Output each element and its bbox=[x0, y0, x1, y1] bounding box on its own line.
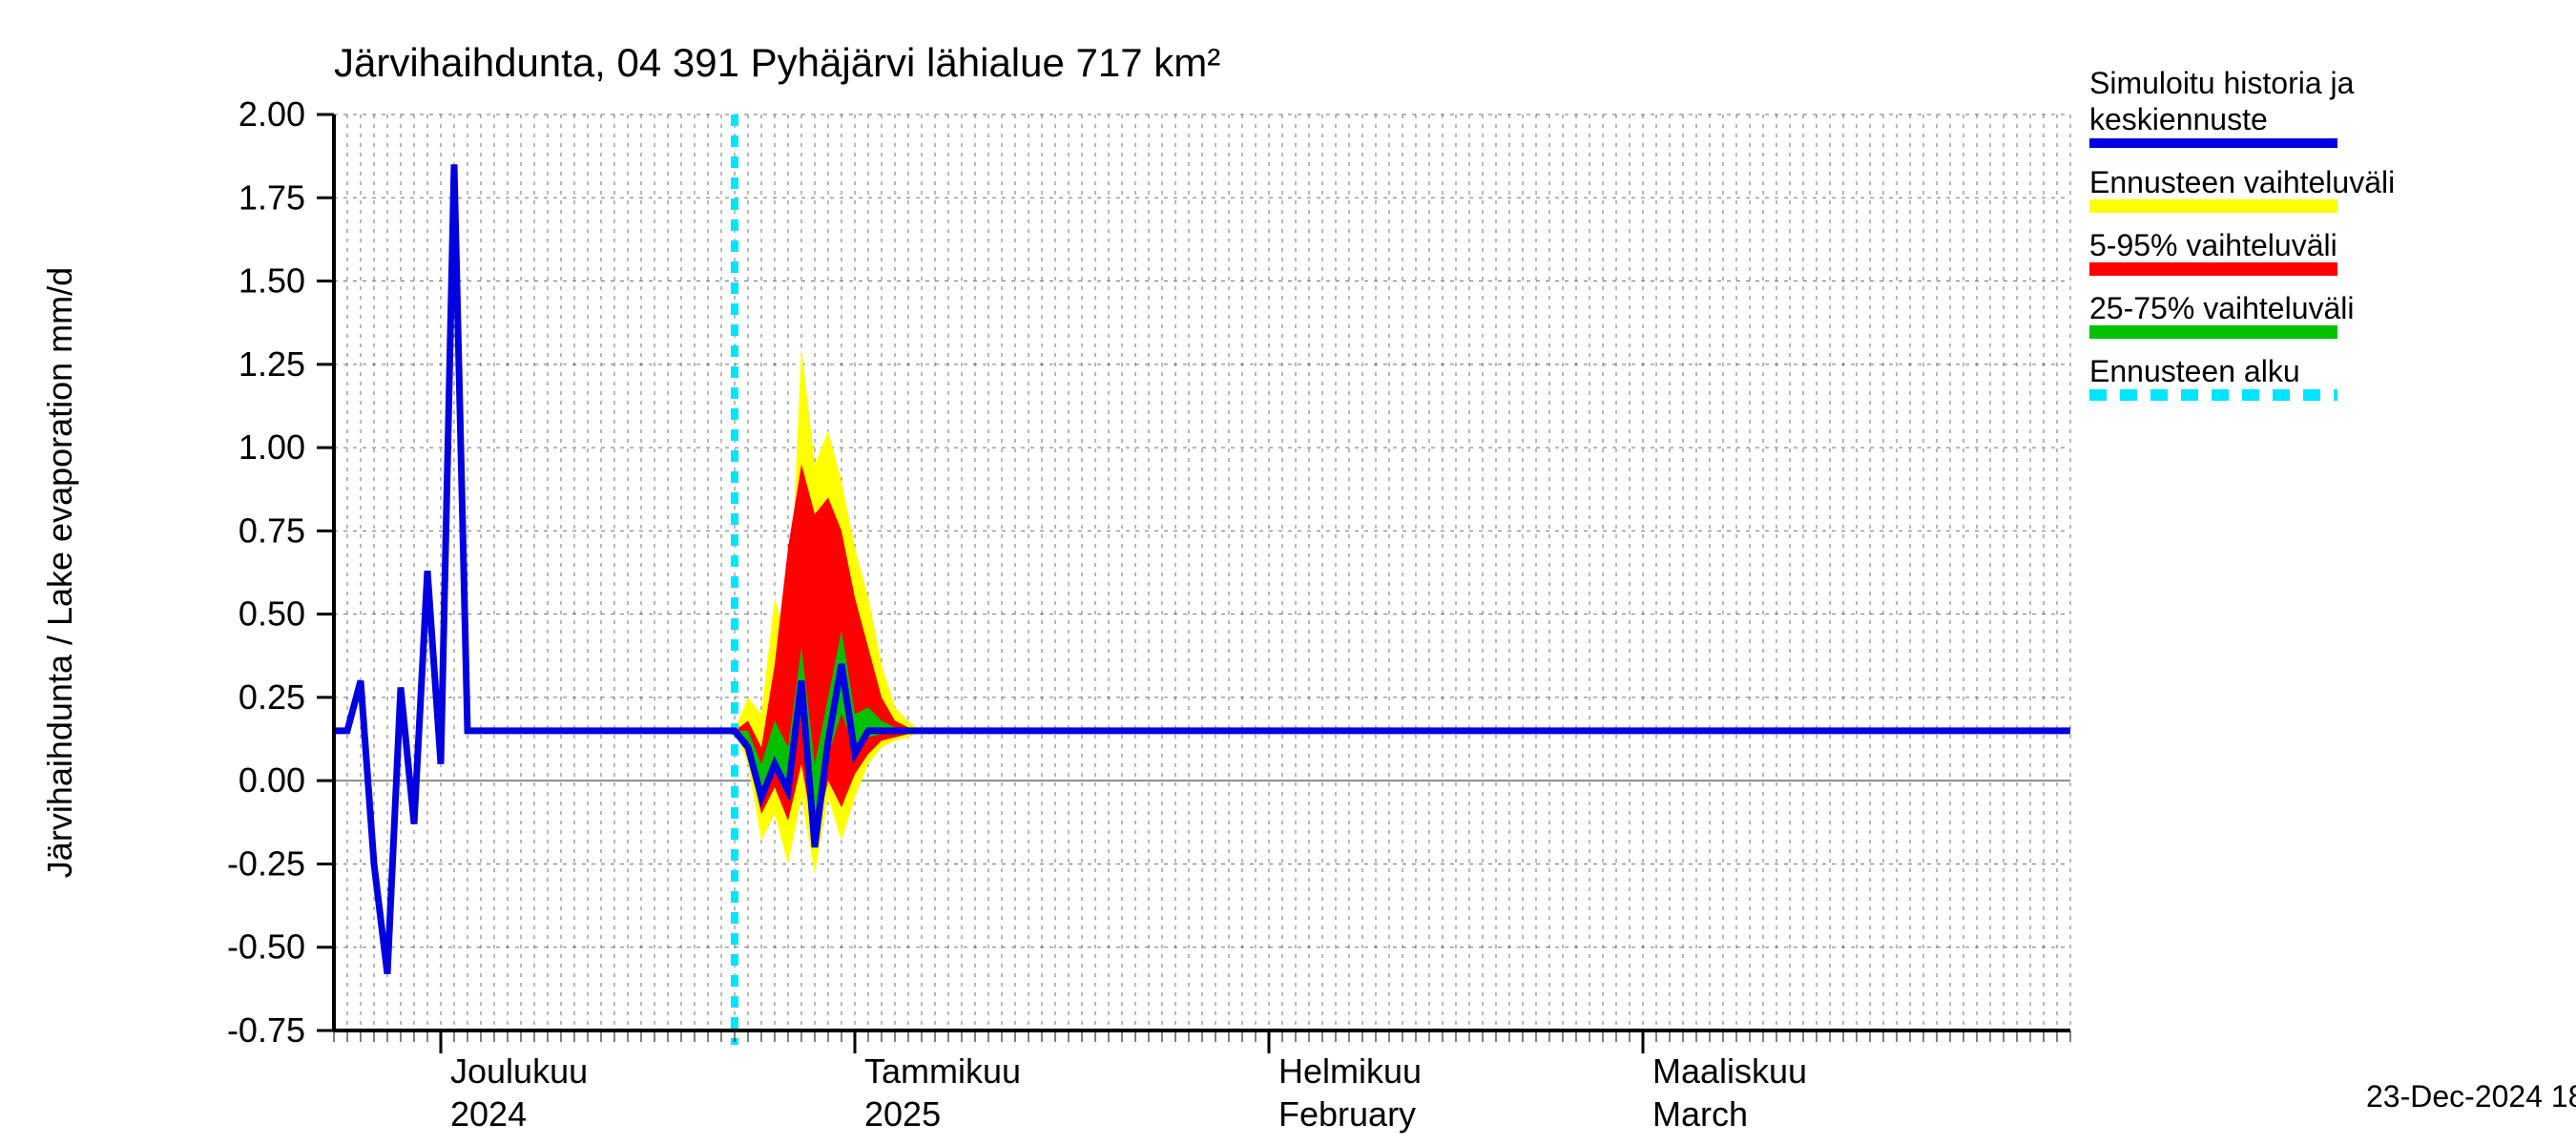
x-tick-label-bottom: March bbox=[1652, 1094, 1748, 1134]
y-tick-label: 0.75 bbox=[239, 510, 305, 550]
legend-swatch-block bbox=[2089, 325, 2337, 339]
y-tick-label: 1.75 bbox=[239, 177, 305, 217]
y-tick-label: -0.75 bbox=[227, 1010, 305, 1050]
legend-label: 5-95% vaihteluväli bbox=[2089, 228, 2337, 262]
y-tick-label: 1.50 bbox=[239, 261, 305, 301]
chart-title: Järvihaihdunta, 04 391 Pyhäjärvi lähialu… bbox=[334, 40, 1220, 85]
legend-label: Simuloitu historia ja bbox=[2089, 66, 2355, 100]
y-tick-label: -0.25 bbox=[227, 843, 305, 883]
x-tick-label-bottom: 2025 bbox=[864, 1094, 941, 1134]
y-tick-label: 0.50 bbox=[239, 594, 305, 634]
chart-container: -0.75 -0.50 -0.25 0.00 0.25 0.50 0.75 1.00 1.25 1… bbox=[0, 0, 2576, 1145]
x-tick-label-top: Tammikuu bbox=[864, 1051, 1021, 1091]
x-tick-label-top: Helmikuu bbox=[1278, 1051, 1422, 1091]
y-tick-label: 0.25 bbox=[239, 677, 305, 717]
y-axis-label: Järvihaihdunta / Lake evaporation mm/d bbox=[40, 267, 79, 878]
y-tick-label: 2.00 bbox=[239, 94, 305, 134]
x-tick-label-bottom: February bbox=[1278, 1094, 1416, 1134]
y-tick-label: 0.00 bbox=[239, 760, 305, 800]
y-tick-label: 1.00 bbox=[239, 427, 305, 467]
legend-swatch-block bbox=[2089, 262, 2337, 276]
y-tick-label: 1.25 bbox=[239, 344, 305, 384]
y-tick-label: -0.50 bbox=[227, 927, 305, 967]
legend-label: Ennusteen vaihteluväli bbox=[2089, 165, 2395, 199]
x-tick-label-bottom: 2024 bbox=[450, 1094, 527, 1134]
legend-label: Ennusteen alku bbox=[2089, 354, 2300, 388]
legend-label: 25-75% vaihteluväli bbox=[2089, 291, 2355, 325]
chart-footer: 23-Dec-2024 18:06 WSFS-O bbox=[2366, 1079, 2576, 1114]
legend-swatch-block bbox=[2089, 199, 2337, 213]
chart-svg: -0.75 -0.50 -0.25 0.00 0.25 0.50 0.75 1.00 1.25 1… bbox=[0, 0, 2576, 1145]
x-tick-label-top: Maaliskuu bbox=[1652, 1051, 1807, 1091]
x-tick-label-top: Joulukuu bbox=[450, 1051, 588, 1091]
legend-label: keskiennuste bbox=[2089, 102, 2268, 136]
